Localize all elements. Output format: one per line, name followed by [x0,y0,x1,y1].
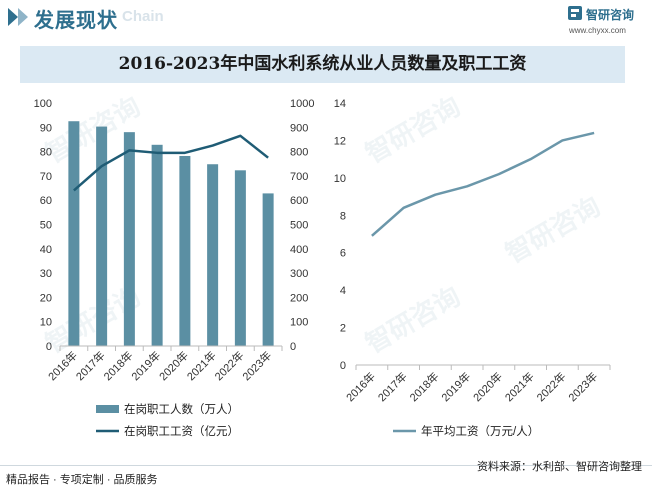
x-tick-label: 2019年 [438,369,473,404]
legend-label: 年平均工资（万元/人） [421,424,539,438]
y-tick-label-left: 0 [46,341,52,353]
y-tick-label: 6 [340,248,346,260]
footer-tagline: 精品报告 · 专项定制 · 品质服务 [6,474,158,486]
x-tick-label: 2023年 [239,348,274,383]
y-tick-label-right: 1000 [290,98,314,110]
y-tick-label-right: 0 [290,341,296,353]
y-tick-label-left: 90 [40,122,52,134]
x-tick-label: 2021年 [184,348,219,383]
y-tick-label-right: 100 [290,317,308,329]
avg-wage-line [371,131,595,237]
y-tick-label-left: 60 [40,195,52,207]
y-tick-label: 0 [340,360,346,372]
chart-title-banner: 2016-2023年中国水利系统从业人员数量及职工工资 [20,46,625,83]
bar [262,193,274,346]
bar [179,155,191,346]
legend-label: 在岗职工工资（亿元） [124,425,239,438]
bar [151,144,163,346]
x-tick-label: 2017年 [375,369,410,404]
x-tick-label: 2020年 [156,348,191,383]
y-tick-label-left: 50 [40,220,52,232]
x-tick-label: 2021年 [502,369,537,404]
bar [207,164,219,346]
y-tick-label-right: 400 [290,244,308,256]
y-tick-label-left: 100 [34,98,52,110]
y-tick-label: 14 [334,98,346,110]
y-tick-label-right: 500 [290,220,308,232]
x-tick-label: 2016年 [343,369,378,404]
y-tick-label-right: 700 [290,171,308,183]
chevron-icon [18,8,28,26]
y-tick-label-left: 20 [40,292,52,304]
x-tick-label: 2022年 [534,369,569,404]
y-tick-label: 10 [334,173,346,185]
bar [68,121,80,346]
brand-name: 智研咨询 [586,8,635,22]
brand-url: www.chyxx.com [569,26,626,35]
x-tick-label: 2019年 [128,348,163,383]
x-tick-label: 2018年 [407,369,442,404]
y-tick-label-left: 10 [40,317,52,329]
section-subtitle: Chain [122,8,164,25]
chevron-icon [8,8,18,26]
y-tick-label-left: 30 [40,268,52,280]
header: 发展现状 Chain 智研咨询 www.chyxx.com [0,0,652,36]
x-tick-label: 2023年 [565,369,600,404]
bar [96,126,108,346]
bar [123,132,135,346]
y-tick-label: 4 [340,285,346,297]
bar [234,170,246,346]
y-tick-label: 8 [340,210,346,222]
section-title: 发展现状 [34,10,118,32]
x-tick-label: 2017年 [73,348,108,383]
x-tick-label: 2016年 [45,348,80,383]
brand-logo-icon [568,6,582,20]
x-tick-label: 2018年 [101,348,136,383]
y-tick-label-right: 800 [290,147,308,159]
y-tick-label: 12 [334,135,346,147]
y-tick-label-left: 40 [40,244,52,256]
y-tick-label-left: 80 [40,147,52,159]
legend-label: 在岗职工人数（万人） [124,402,239,416]
y-tick-label-left: 70 [40,171,52,183]
y-tick-label-right: 200 [290,292,308,304]
y-tick-label: 2 [340,323,346,335]
footer-divider [0,465,652,466]
y-tick-label-right: 900 [290,122,308,134]
source-note: 资料来源：水利部、智研咨询整理 [477,461,642,473]
wage-total-line [73,134,269,192]
x-tick-label: 2020年 [470,369,505,404]
chart-title: 2016-2023年中国水利系统从业人员数量及职工工资 [118,54,527,74]
legend-swatch-bar [96,405,119,413]
y-tick-label-right: 600 [290,195,308,207]
x-tick-label: 2022年 [212,348,247,383]
y-tick-label-right: 300 [290,268,308,280]
